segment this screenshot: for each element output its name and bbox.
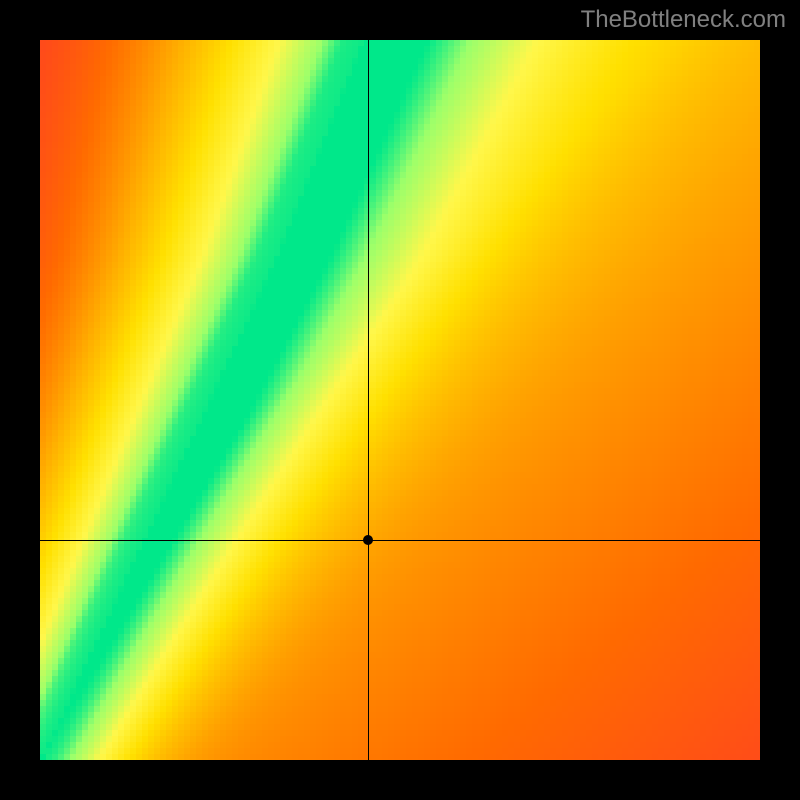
watermark-text: TheBottleneck.com [581,6,786,34]
crosshair-horizontal [40,540,760,541]
marker-dot [363,535,373,545]
heatmap-plot [40,40,760,760]
crosshair-vertical [368,40,369,760]
heatmap-canvas [40,40,760,760]
